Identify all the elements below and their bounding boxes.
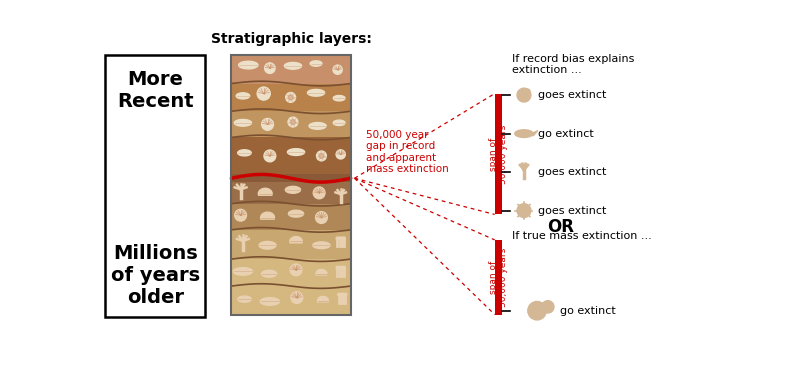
Text: Stratigraphic layers:: Stratigraphic layers: xyxy=(210,32,371,46)
Text: If true mass extinction ...: If true mass extinction ... xyxy=(512,231,651,241)
Circle shape xyxy=(341,266,343,269)
Circle shape xyxy=(265,63,275,73)
Circle shape xyxy=(317,151,326,161)
Circle shape xyxy=(288,117,298,127)
Circle shape xyxy=(338,293,340,296)
Polygon shape xyxy=(310,61,322,66)
Bar xyxy=(231,230,350,259)
Circle shape xyxy=(336,150,346,159)
Polygon shape xyxy=(238,61,258,69)
Circle shape xyxy=(314,187,325,199)
Text: 50,000 year
gap in record
and apparent
mass extinction: 50,000 year gap in record and apparent m… xyxy=(366,130,449,175)
Polygon shape xyxy=(309,123,326,129)
Circle shape xyxy=(336,237,339,240)
Polygon shape xyxy=(313,242,330,249)
Circle shape xyxy=(262,118,274,130)
Text: OR: OR xyxy=(546,218,574,236)
Polygon shape xyxy=(261,212,274,219)
Circle shape xyxy=(342,293,345,296)
Polygon shape xyxy=(234,268,253,275)
Circle shape xyxy=(319,154,324,158)
Bar xyxy=(231,182,350,204)
Text: go extinct: go extinct xyxy=(560,306,616,316)
Polygon shape xyxy=(234,120,251,126)
Polygon shape xyxy=(307,89,325,96)
Polygon shape xyxy=(262,270,277,277)
Text: goes extinct: goes extinct xyxy=(538,167,606,177)
Circle shape xyxy=(528,301,546,320)
Polygon shape xyxy=(318,296,329,302)
Text: Millions
of years
older: Millions of years older xyxy=(110,244,200,307)
Bar xyxy=(231,175,350,182)
Circle shape xyxy=(290,120,295,124)
Circle shape xyxy=(341,237,343,240)
Polygon shape xyxy=(260,298,279,305)
Circle shape xyxy=(234,209,246,221)
Circle shape xyxy=(333,65,342,74)
Circle shape xyxy=(542,301,554,313)
Polygon shape xyxy=(316,269,327,275)
Polygon shape xyxy=(284,62,302,69)
Circle shape xyxy=(344,293,347,296)
Circle shape xyxy=(524,89,530,95)
Circle shape xyxy=(291,292,302,303)
Text: go extinct: go extinct xyxy=(538,129,594,139)
Polygon shape xyxy=(238,150,251,156)
Bar xyxy=(231,111,350,137)
Polygon shape xyxy=(515,130,534,137)
Circle shape xyxy=(340,293,342,296)
Circle shape xyxy=(338,237,341,240)
Bar xyxy=(105,55,205,317)
Text: If record bias explains
extinction ...: If record bias explains extinction ... xyxy=(512,54,634,75)
Polygon shape xyxy=(334,96,345,101)
Circle shape xyxy=(315,212,327,223)
Text: span of
50,000 years: span of 50,000 years xyxy=(490,248,508,307)
Circle shape xyxy=(338,266,341,269)
Circle shape xyxy=(257,87,270,100)
Polygon shape xyxy=(286,186,301,193)
Circle shape xyxy=(264,150,276,162)
Circle shape xyxy=(517,204,531,218)
Bar xyxy=(231,55,350,314)
Polygon shape xyxy=(290,237,302,243)
Bar xyxy=(231,204,350,230)
Circle shape xyxy=(342,266,346,269)
Bar xyxy=(494,240,502,314)
Polygon shape xyxy=(258,188,272,195)
Text: More
Recent: More Recent xyxy=(117,70,194,111)
Bar xyxy=(494,94,502,214)
Polygon shape xyxy=(259,241,276,249)
Polygon shape xyxy=(238,296,251,302)
Circle shape xyxy=(288,95,293,100)
Bar xyxy=(231,137,350,175)
Text: goes extinct: goes extinct xyxy=(538,206,606,215)
Circle shape xyxy=(342,237,346,240)
Circle shape xyxy=(290,264,302,276)
Bar xyxy=(231,83,350,111)
Text: span of
50,000 years: span of 50,000 years xyxy=(490,124,508,184)
Polygon shape xyxy=(236,93,250,99)
Polygon shape xyxy=(289,210,304,217)
Polygon shape xyxy=(287,149,305,155)
Bar xyxy=(231,259,350,286)
Polygon shape xyxy=(532,131,538,136)
Bar xyxy=(231,286,350,314)
Circle shape xyxy=(286,93,295,102)
Polygon shape xyxy=(334,120,345,125)
Bar xyxy=(231,55,350,83)
Circle shape xyxy=(517,88,531,102)
Text: goes extinct: goes extinct xyxy=(538,90,606,100)
Circle shape xyxy=(336,266,339,269)
